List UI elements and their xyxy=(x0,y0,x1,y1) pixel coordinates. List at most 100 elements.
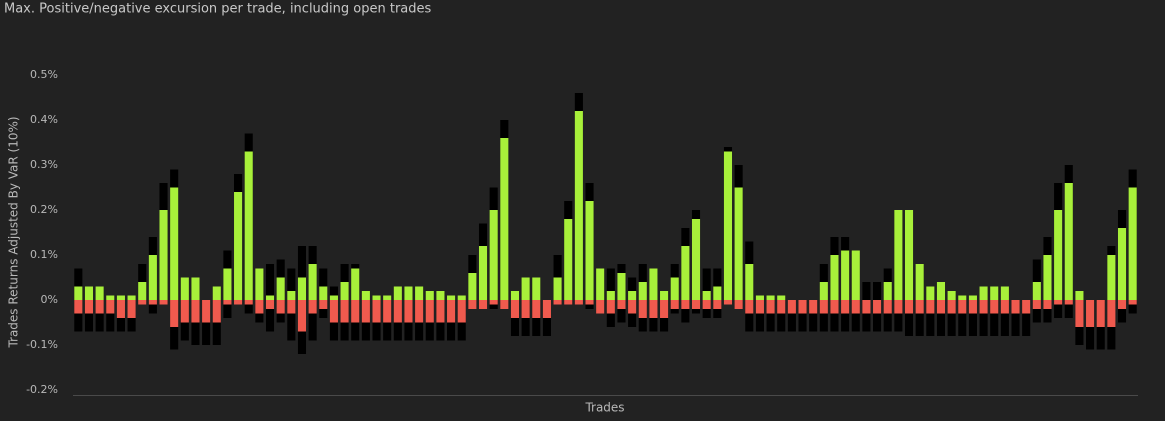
bar xyxy=(841,300,850,314)
bar xyxy=(1128,187,1137,300)
bar xyxy=(361,291,370,300)
bar xyxy=(457,300,466,323)
bar xyxy=(926,300,935,336)
bar xyxy=(670,300,679,309)
bar xyxy=(223,268,232,300)
bar xyxy=(234,300,243,305)
bar xyxy=(1000,300,1009,314)
bar xyxy=(585,300,594,305)
bar xyxy=(308,300,317,341)
bar xyxy=(1128,300,1137,305)
bar xyxy=(223,300,232,318)
bar xyxy=(468,273,477,300)
bar xyxy=(564,219,573,300)
bar xyxy=(170,187,179,300)
bar xyxy=(638,282,647,300)
bar xyxy=(1064,183,1073,300)
bar xyxy=(841,300,850,332)
bar xyxy=(106,295,115,300)
bar xyxy=(244,300,253,305)
bar xyxy=(1086,300,1095,327)
bar xyxy=(649,300,658,318)
bar xyxy=(862,282,871,300)
y-tick-label: 0.5% xyxy=(30,68,58,81)
bar xyxy=(777,300,786,332)
bar xyxy=(606,300,615,314)
bar xyxy=(265,300,275,309)
bar xyxy=(383,300,392,323)
bar xyxy=(553,300,562,305)
bar xyxy=(904,300,914,314)
bar xyxy=(830,300,839,332)
bar xyxy=(1117,300,1127,309)
bar xyxy=(84,286,94,300)
bar xyxy=(308,264,317,300)
bar xyxy=(936,282,946,300)
bar xyxy=(809,300,818,332)
bar xyxy=(436,291,445,300)
bar xyxy=(84,300,94,314)
bar xyxy=(191,277,200,300)
bar xyxy=(1043,300,1052,309)
bar xyxy=(979,300,988,314)
bar xyxy=(308,300,317,314)
bar xyxy=(585,201,594,300)
bar xyxy=(681,246,690,300)
y-tick-label: 0.2% xyxy=(30,203,58,216)
bar xyxy=(372,300,381,323)
bar xyxy=(745,300,754,332)
bar xyxy=(862,300,871,314)
bar xyxy=(755,300,764,314)
bar xyxy=(255,268,264,300)
bar xyxy=(84,300,94,332)
bar xyxy=(947,300,956,314)
bar xyxy=(159,300,168,305)
bar xyxy=(74,268,83,300)
bar xyxy=(170,300,179,327)
bar xyxy=(1022,300,1031,314)
bar xyxy=(542,300,551,318)
bar xyxy=(265,264,275,300)
bar xyxy=(340,282,349,300)
bar xyxy=(936,300,946,336)
bar xyxy=(95,300,104,314)
bar xyxy=(904,300,914,336)
bar xyxy=(287,291,296,300)
bar xyxy=(319,286,328,300)
bar xyxy=(915,300,924,336)
bar xyxy=(500,138,509,300)
bar xyxy=(489,300,498,305)
bar xyxy=(798,300,807,314)
chart-title: Max. Positive/negative excursion per tra… xyxy=(4,2,432,17)
bar xyxy=(862,300,871,332)
bar xyxy=(457,295,466,300)
bar xyxy=(606,268,615,300)
bar xyxy=(819,300,828,332)
bar xyxy=(713,268,722,300)
bar xyxy=(691,300,701,309)
bar xyxy=(212,300,221,323)
bar xyxy=(1032,300,1041,309)
bar xyxy=(468,300,477,309)
bar xyxy=(1064,300,1073,318)
bar xyxy=(564,300,573,305)
bar xyxy=(106,300,115,332)
bar xyxy=(894,300,903,314)
bar xyxy=(830,255,839,300)
bar xyxy=(990,300,999,336)
bar xyxy=(138,300,147,305)
bar xyxy=(873,282,882,300)
x-axis-label: Trades xyxy=(584,401,624,415)
bar xyxy=(628,300,637,314)
bar xyxy=(915,264,924,300)
bar xyxy=(830,300,839,314)
bar xyxy=(1043,300,1052,323)
bar xyxy=(713,286,722,300)
bar xyxy=(628,277,637,300)
bar xyxy=(617,300,626,309)
bar xyxy=(180,300,189,323)
bar xyxy=(894,210,903,300)
bar xyxy=(74,286,83,300)
bar xyxy=(383,295,392,300)
